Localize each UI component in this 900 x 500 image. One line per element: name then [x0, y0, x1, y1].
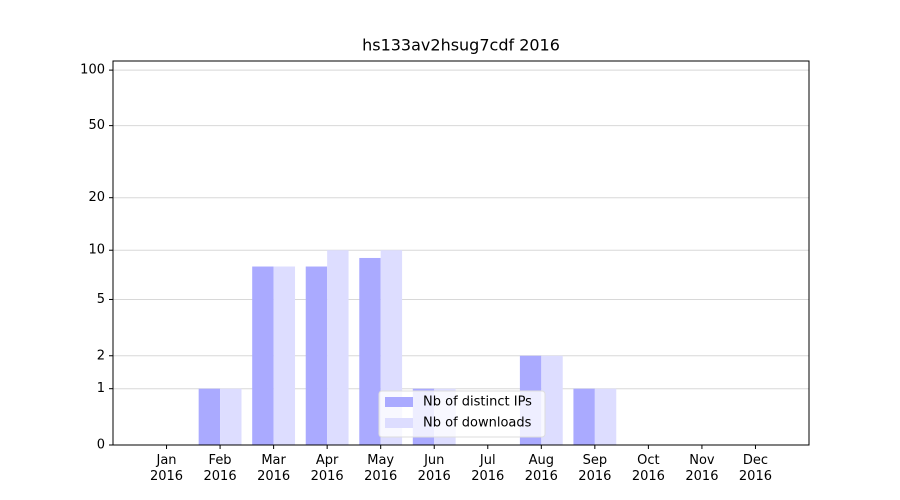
y-tick-label: 5 [97, 292, 105, 307]
y-tick-label: 10 [88, 243, 105, 258]
x-tick-label: Mar 2016 [257, 453, 291, 484]
bar [594, 388, 617, 445]
bar [359, 257, 381, 445]
y-tick-label: 1 [97, 381, 105, 396]
plot-frame [112, 60, 810, 446]
x-tick-label: Sep 2016 [578, 453, 612, 484]
x-tick-label: May 2016 [364, 453, 398, 484]
x-tick-label: Jun 2016 [417, 453, 451, 484]
bar [273, 266, 296, 445]
x-tick-label: Aug 2016 [524, 453, 558, 484]
y-tick-label: 100 [80, 63, 105, 78]
x-tick-label: Jan 2016 [149, 453, 184, 484]
legend: Nb of distinct IPs Nb of downloads [378, 390, 546, 438]
bar [220, 388, 242, 445]
bar [541, 355, 563, 445]
x-tick-label: Oct 2016 [631, 453, 665, 484]
x-tick-label: Nov 2016 [685, 453, 719, 484]
bar [198, 388, 221, 445]
y-tick-label: 0 [97, 438, 105, 453]
legend-swatch [385, 418, 413, 428]
legend-label: Nb of distinct IPs [423, 395, 532, 410]
x-tick-label: Dec 2016 [738, 453, 772, 484]
chart-title: hs133av2hsug7cdf 2016 [362, 36, 560, 55]
x-tick-label: Apr 2016 [310, 453, 344, 484]
y-tick-label: 20 [88, 190, 105, 205]
bar [573, 388, 595, 445]
bar [305, 266, 328, 445]
y-tick-label: 2 [97, 348, 105, 363]
bar [327, 250, 349, 445]
y-tick-label: 50 [88, 118, 105, 133]
legend-box [378, 390, 546, 438]
legend-swatch [385, 397, 413, 407]
legend-label: Nb of downloads [423, 416, 532, 431]
bar [252, 266, 274, 445]
x-tick-label: Feb 2016 [203, 453, 237, 484]
x-tick-label: Jul 2016 [471, 453, 505, 484]
